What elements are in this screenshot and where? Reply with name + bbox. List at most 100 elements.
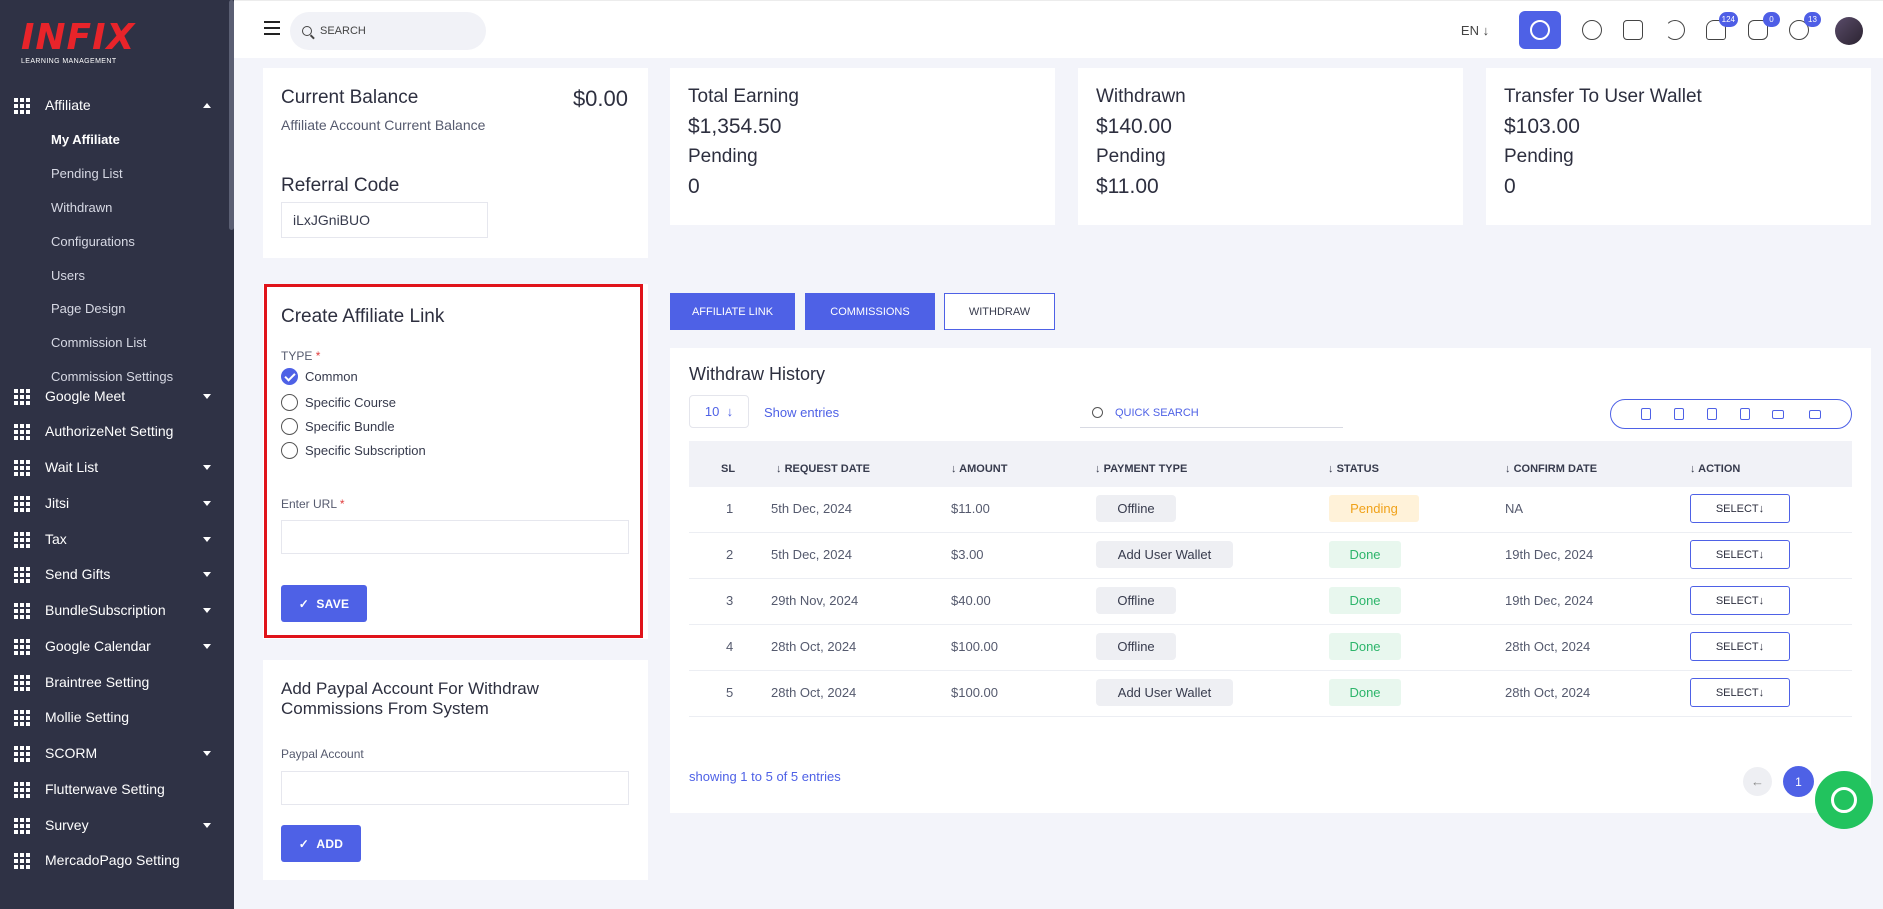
sidebar-item-label: Mollie Setting — [45, 709, 130, 725]
messages-icon[interactable]: 0 — [1746, 12, 1780, 42]
search-input[interactable]: SEARCH — [290, 12, 486, 50]
radio-specific-subscription[interactable]: Specific Subscription — [281, 442, 426, 459]
header-amount[interactable]: ↓ AMOUNT — [951, 463, 1008, 475]
hamburger-menu-icon[interactable] — [264, 21, 280, 39]
select-action-button[interactable]: SELECT ↓ — [1690, 586, 1790, 615]
status-badge: Done — [1329, 587, 1401, 614]
prev-page-icon[interactable]: ← — [1743, 767, 1772, 796]
header-action[interactable]: ↓ ACTION — [1690, 463, 1741, 475]
cell-request-date: 28th Oct, 2024 — [771, 639, 857, 654]
sidebar-subitem-commission-list[interactable]: Commission List — [51, 335, 147, 350]
select-action-button[interactable]: SELECT ↓ — [1690, 540, 1790, 569]
globe-icon[interactable] — [1580, 18, 1604, 42]
cell-amount: $11.00 — [951, 501, 990, 516]
cell-confirm-date: 28th Oct, 2024 — [1505, 639, 1591, 654]
sidebar-item-label: Jitsi — [45, 495, 70, 511]
sidebar-item-flutterwave-setting[interactable]: Flutterwave Setting — [0, 774, 229, 804]
sidebar: INFIX LEARNING MANAGEMENT Affiliate My A… — [0, 0, 234, 909]
sidebar-subitem-users[interactable]: Users — [51, 268, 85, 283]
sidebar-subitem-pending-list[interactable]: Pending List — [51, 166, 123, 181]
print-icon[interactable] — [1761, 400, 1794, 428]
radio-specific-bundle[interactable]: Specific Bundle — [281, 418, 395, 435]
sidebar-subitem-page-design[interactable]: Page Design — [51, 301, 126, 316]
select-action-button[interactable]: SELECT ↓ — [1690, 632, 1790, 661]
radio-specific-course[interactable]: Specific Course — [281, 394, 396, 411]
cell-confirm-date: 19th Dec, 2024 — [1505, 593, 1594, 608]
language-selector[interactable]: EN ↓ — [1460, 22, 1490, 38]
radio-common[interactable]: Common — [281, 368, 358, 385]
table-header — [689, 441, 1852, 487]
tab-commissions[interactable]: COMMISSIONS — [805, 293, 935, 330]
excel-icon[interactable] — [1662, 400, 1695, 428]
sidebar-subitem-my-affiliate[interactable]: My Affiliate — [51, 132, 120, 147]
paypal-input[interactable] — [281, 771, 629, 805]
table-footer-info: showing 1 to 5 of 5 entries — [689, 769, 841, 784]
page-button-1[interactable]: 1 — [1783, 766, 1814, 797]
header-status[interactable]: ↓ STATUS — [1328, 463, 1379, 475]
sidebar-item-braintree-setting[interactable]: Braintree Setting — [0, 667, 229, 697]
header-payment-type[interactable]: ↓ PAYMENT TYPE — [1095, 463, 1188, 475]
select-action-button[interactable]: SELECT ↓ — [1690, 678, 1790, 707]
chat-icon[interactable]: 13 — [1787, 12, 1821, 42]
sidebar-item-bundlesubscription[interactable]: BundleSubscription — [0, 595, 229, 625]
copy-icon[interactable] — [1629, 400, 1662, 428]
select-action-button[interactable]: SELECT ↓ — [1690, 494, 1790, 523]
sidebar-item-wait-list[interactable]: Wait List — [0, 452, 229, 482]
chat-badge: 13 — [1804, 12, 1821, 27]
sidebar-subitem-withdrawn[interactable]: Withdrawn — [51, 200, 113, 215]
quick-search-input[interactable]: QUICK SEARCH — [1080, 398, 1343, 428]
sidebar-item-send-gifts[interactable]: Send Gifts — [0, 559, 229, 589]
whatsapp-icon[interactable] — [1815, 771, 1873, 829]
sidebar-item-google-calendar[interactable]: Google Calendar — [0, 631, 229, 661]
dark-mode-icon[interactable] — [1663, 18, 1687, 42]
layout-icon[interactable] — [1621, 18, 1645, 42]
radio-unchecked-icon — [281, 394, 298, 411]
sidebar-item-jitsi[interactable]: Jitsi — [0, 488, 229, 518]
page-size-select[interactable]: 10 ↓ — [689, 395, 749, 428]
sidebar-scrollbar[interactable] — [229, 0, 234, 230]
add-button[interactable]: ✓ ADD — [281, 825, 361, 862]
sidebar-item-tax[interactable]: Tax — [0, 524, 229, 554]
sidebar-item-authorizenet-setting[interactable]: AuthorizeNet Setting — [0, 416, 229, 446]
search-placeholder: SEARCH — [320, 25, 366, 37]
avatar[interactable] — [1835, 17, 1863, 45]
save-label: SAVE — [316, 596, 350, 611]
sidebar-item-survey[interactable]: Survey — [0, 810, 229, 840]
tab-withdraw[interactable]: WITHDRAW — [944, 293, 1055, 330]
save-button[interactable]: ✓ SAVE — [281, 585, 367, 622]
radio-label: Specific Subscription — [305, 443, 426, 458]
notification-bell-icon[interactable]: 124 — [1704, 12, 1738, 42]
sidebar-subitem-commission-settings[interactable]: Commission Settings — [51, 369, 174, 384]
messages-badge: 0 — [1763, 12, 1780, 27]
pdf-icon[interactable] — [1728, 400, 1761, 428]
row-divider — [689, 670, 1852, 671]
caret-down-icon — [203, 607, 211, 613]
settings-icon[interactable] — [1519, 11, 1561, 49]
sidebar-item-label: Tax — [45, 531, 67, 547]
columns-icon[interactable] — [1798, 400, 1831, 428]
table-row — [689, 579, 1852, 624]
referral-code-field[interactable]: iLxJGniBUO — [281, 202, 488, 238]
stat-card-total-earning: Total Earning $1,354.50 Pending 0 — [670, 68, 1055, 225]
caret-down-icon — [203, 571, 211, 577]
quick-search-placeholder: QUICK SEARCH — [1115, 406, 1199, 419]
sidebar-item-mollie-setting[interactable]: Mollie Setting — [0, 702, 229, 732]
csv-icon[interactable] — [1695, 400, 1728, 428]
grid-icon — [14, 818, 30, 834]
sidebar-item-label: Google Meet — [45, 388, 126, 404]
sidebar-item-affiliate[interactable]: Affiliate — [0, 90, 229, 120]
sidebar-item-label: Survey — [45, 817, 89, 833]
sidebar-subitem-configurations[interactable]: Configurations — [51, 234, 135, 249]
app-logo[interactable]: INFIX LEARNING MANAGEMENT — [21, 20, 135, 66]
sidebar-item-mercadopago-setting[interactable]: MercadoPago Setting — [0, 845, 229, 875]
cell-sl: 4 — [726, 639, 734, 654]
sidebar-item-scorm[interactable]: SCORM — [0, 738, 229, 768]
header-confirm-date[interactable]: ↓ CONFIRM DATE — [1505, 463, 1598, 475]
caret-down-icon — [203, 643, 211, 649]
header-request-date[interactable]: ↓ REQUEST DATE — [776, 463, 870, 475]
sidebar-item-google-meet[interactable]: Google Meet — [0, 381, 229, 411]
stat-value: $1,354.50 — [688, 115, 782, 138]
create-link-card — [263, 284, 648, 639]
tab-affiliate-link[interactable]: AFFILIATE LINK — [670, 293, 795, 330]
url-input[interactable] — [281, 520, 629, 554]
